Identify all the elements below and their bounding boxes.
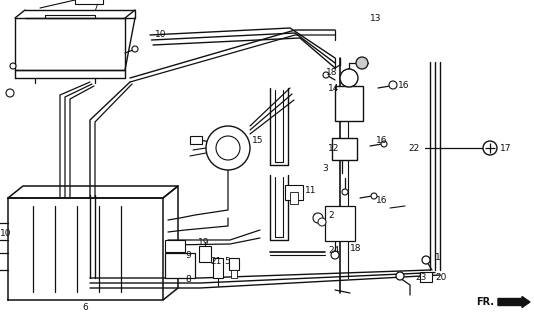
Text: 13: 13: [370, 13, 381, 22]
Bar: [420, 272, 432, 282]
Circle shape: [132, 46, 138, 52]
Text: 20: 20: [435, 274, 446, 283]
Bar: [199, 246, 211, 262]
Circle shape: [356, 57, 368, 69]
Text: 14: 14: [328, 84, 340, 92]
Text: 8: 8: [185, 276, 191, 284]
Circle shape: [10, 63, 16, 69]
Bar: [165, 240, 185, 252]
Bar: [285, 185, 303, 200]
Circle shape: [331, 251, 339, 259]
Circle shape: [318, 218, 326, 226]
Circle shape: [216, 136, 240, 160]
Bar: [165, 253, 195, 278]
Circle shape: [6, 89, 14, 97]
Bar: [229, 258, 239, 270]
Circle shape: [342, 189, 348, 195]
Circle shape: [313, 213, 323, 223]
Bar: [75, 0, 103, 4]
Bar: [213, 258, 223, 278]
Circle shape: [323, 72, 329, 78]
Text: 9: 9: [185, 251, 191, 260]
Text: 16: 16: [376, 196, 388, 204]
Circle shape: [422, 256, 430, 264]
Circle shape: [389, 81, 397, 89]
Bar: [290, 192, 298, 204]
Text: 21: 21: [210, 258, 222, 267]
FancyArrow shape: [498, 297, 530, 308]
Text: 22: 22: [408, 143, 419, 153]
Text: 18: 18: [326, 68, 337, 76]
Text: 16: 16: [398, 81, 410, 90]
Text: 17: 17: [500, 143, 512, 153]
Text: 12: 12: [328, 143, 340, 153]
Text: 24: 24: [328, 245, 339, 254]
Circle shape: [396, 272, 404, 280]
Circle shape: [371, 193, 377, 199]
Text: 15: 15: [252, 135, 263, 145]
Circle shape: [340, 69, 358, 87]
Text: 23: 23: [415, 274, 426, 283]
Text: 5: 5: [224, 258, 230, 267]
Text: 19: 19: [198, 237, 209, 246]
Text: 7: 7: [92, 4, 98, 12]
Bar: [325, 206, 355, 241]
Text: 16: 16: [376, 135, 388, 145]
Circle shape: [483, 141, 497, 155]
Bar: [335, 86, 363, 121]
Text: 18: 18: [350, 244, 362, 252]
Text: 10: 10: [155, 29, 167, 38]
Text: 3: 3: [322, 164, 328, 172]
Text: 2: 2: [328, 211, 334, 220]
Text: 10: 10: [0, 228, 12, 237]
Bar: [332, 138, 357, 160]
Circle shape: [206, 126, 250, 170]
Bar: [190, 136, 202, 144]
Circle shape: [381, 141, 387, 147]
Text: FR.: FR.: [476, 297, 494, 307]
Bar: [231, 270, 237, 278]
Text: 1: 1: [435, 253, 441, 262]
Text: 6: 6: [82, 303, 88, 313]
Text: 11: 11: [305, 186, 317, 195]
